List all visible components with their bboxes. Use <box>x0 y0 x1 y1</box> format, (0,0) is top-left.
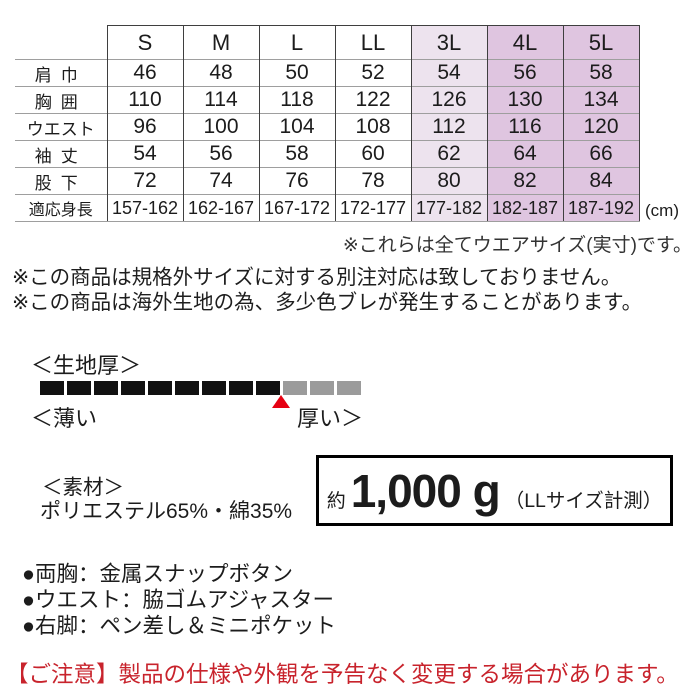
thickness-segment-filled <box>202 381 226 395</box>
thickness-segment-filled <box>148 381 172 395</box>
thick-label: 厚い＞ <box>297 406 364 431</box>
feature-item: ●両胸：金属スナップボタン <box>22 562 293 586</box>
table-row: 股下 72 74 76 78 80 82 84 <box>15 167 640 195</box>
size-cell: 54 <box>106 140 183 168</box>
size-cell: 54 <box>410 59 487 87</box>
size-cell: 80 <box>410 167 487 195</box>
size-cell: 46 <box>106 59 183 87</box>
size-cell: 58 <box>258 140 335 168</box>
size-cell: 116 <box>486 113 563 141</box>
column-header-S: S <box>106 25 183 60</box>
table-row: 適応身長 157-162 162-167 167-172 172-177 177-182 1… <box>15 194 640 222</box>
thickness-segment-filled <box>67 381 91 395</box>
size-cell: 162-167 <box>182 194 259 222</box>
size-chart-header-row: S M L LL 3L 4L 5L <box>15 25 640 60</box>
size-cell: 72 <box>106 167 183 195</box>
size-cell: 52 <box>334 59 411 87</box>
size-cell: 114 <box>182 86 259 114</box>
size-cell: 122 <box>334 86 411 114</box>
size-cell: 84 <box>562 167 640 195</box>
thickness-segment-filled <box>175 381 199 395</box>
table-row: 胸囲 110 114 118 122 126 130 134 <box>15 86 640 114</box>
note-line-2: ※この商品は海外生地の為、多少色ブレが発生することがあります。 <box>12 291 643 314</box>
column-header-4L: 4L <box>486 25 563 60</box>
weight-prefix: 約 <box>326 491 346 512</box>
product-notes: ※この商品は規格外サイズに対する別注対応は致しておりません。 ※この商品は海外生… <box>12 265 642 315</box>
material-composition: ポリエステル65%・綿35% <box>40 500 293 523</box>
thickness-segment-filled <box>121 381 145 395</box>
size-cell: 50 <box>258 59 335 87</box>
row-label: 胸囲 <box>15 86 107 114</box>
size-chart-table: S M L LL 3L 4L 5L 肩巾 46 48 50 52 54 56 58 胸囲 110 114 118 1… <box>15 25 640 222</box>
thickness-segment-filled <box>94 381 118 395</box>
size-cell: 167-172 <box>258 194 335 222</box>
fabric-thickness-title: ＜生地厚＞ <box>31 353 142 378</box>
caution-note: 【ご注意】製品の仕様や外観を予告なく変更する場合があります。 <box>6 662 679 687</box>
thickness-segment-filled <box>256 381 280 395</box>
size-cell: 66 <box>562 140 640 168</box>
feature-item: ●ウエスト：脇ゴムアジャスター <box>22 588 335 612</box>
size-cell: 126 <box>410 86 487 114</box>
fabric-thickness-bar <box>40 381 361 395</box>
thickness-segment-empty <box>283 381 307 395</box>
material-title: ＜素材＞ <box>42 476 124 499</box>
size-cell: 56 <box>486 59 563 87</box>
size-cell: 74 <box>182 167 259 195</box>
table-row: 肩巾 46 48 50 52 54 56 58 <box>15 59 640 87</box>
size-cell: 118 <box>258 86 335 114</box>
corner-cell <box>15 25 107 60</box>
unit-label: (cm) <box>645 201 679 220</box>
row-label: 袖丈 <box>15 140 107 168</box>
thickness-marker-icon <box>272 395 290 408</box>
size-cell: 110 <box>106 86 183 114</box>
size-cell: 100 <box>182 113 259 141</box>
column-header-L: L <box>258 25 335 60</box>
size-cell: 120 <box>562 113 640 141</box>
size-cell: 182-187 <box>486 194 563 222</box>
weight-box: 約 1,000 g （LLサイズ計測） <box>316 455 673 526</box>
thickness-segment-empty <box>337 381 361 395</box>
size-cell: 58 <box>562 59 640 87</box>
column-header-5L: 5L <box>562 25 640 60</box>
column-header-3L: 3L <box>410 25 487 60</box>
size-cell: 108 <box>334 113 411 141</box>
table-row: 袖丈 54 56 58 60 62 64 66 <box>15 140 640 168</box>
wear-size-note: ※これらは全てウエアサイズ(実寸)です。 <box>342 235 692 256</box>
size-cell: 60 <box>334 140 411 168</box>
row-label: 肩巾 <box>15 59 107 87</box>
size-cell: 78 <box>334 167 411 195</box>
thickness-segment-filled <box>229 381 253 395</box>
feature-list: ●両胸：金属スナップボタン ●ウエスト：脇ゴムアジャスター ●右脚：ペン差し＆ミニポ… <box>22 561 336 639</box>
size-cell: 130 <box>486 86 563 114</box>
size-cell: 62 <box>410 140 487 168</box>
size-cell: 112 <box>410 113 487 141</box>
column-header-LL: LL <box>334 25 411 60</box>
thin-label: ＜薄い <box>31 406 98 431</box>
weight-value: 1,000 g <box>350 465 501 517</box>
size-cell: 187-192 <box>562 194 640 222</box>
thickness-segment-filled <box>40 381 64 395</box>
row-label: ウエスト <box>15 113 107 141</box>
column-header-M: M <box>182 25 259 60</box>
note-line-1: ※この商品は規格外サイズに対する別注対応は致しておりません。 <box>12 266 622 289</box>
size-cell: 82 <box>486 167 563 195</box>
size-cell: 56 <box>182 140 259 168</box>
weight-measure-note: （LLサイズ計測） <box>504 490 663 512</box>
feature-item: ●右脚：ペン差し＆ミニポケット <box>22 614 336 638</box>
size-cell: 157-162 <box>106 194 183 222</box>
size-cell: 76 <box>258 167 335 195</box>
size-cell: 48 <box>182 59 259 87</box>
thickness-segment-empty <box>310 381 334 395</box>
size-cell: 134 <box>562 86 640 114</box>
row-label: 適応身長 <box>15 194 107 222</box>
row-label: 股下 <box>15 167 107 195</box>
size-cell: 172-177 <box>334 194 411 222</box>
size-cell: 64 <box>486 140 563 168</box>
size-cell: 177-182 <box>410 194 487 222</box>
size-cell: 104 <box>258 113 335 141</box>
table-row: ウエスト 96 100 104 108 112 116 120 <box>15 113 640 141</box>
size-cell: 96 <box>106 113 183 141</box>
